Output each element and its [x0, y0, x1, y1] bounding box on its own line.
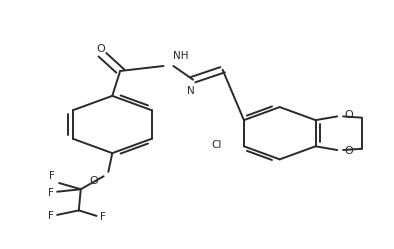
Text: O: O	[90, 176, 98, 186]
Text: Cl: Cl	[212, 140, 222, 150]
Text: F: F	[48, 211, 54, 221]
Text: F: F	[49, 171, 55, 181]
Text: N: N	[187, 86, 195, 96]
Text: O: O	[344, 110, 353, 120]
Text: NH: NH	[173, 51, 189, 61]
Text: F: F	[100, 212, 106, 222]
Text: O: O	[96, 44, 105, 54]
Text: F: F	[48, 188, 54, 198]
Text: O: O	[344, 146, 353, 156]
